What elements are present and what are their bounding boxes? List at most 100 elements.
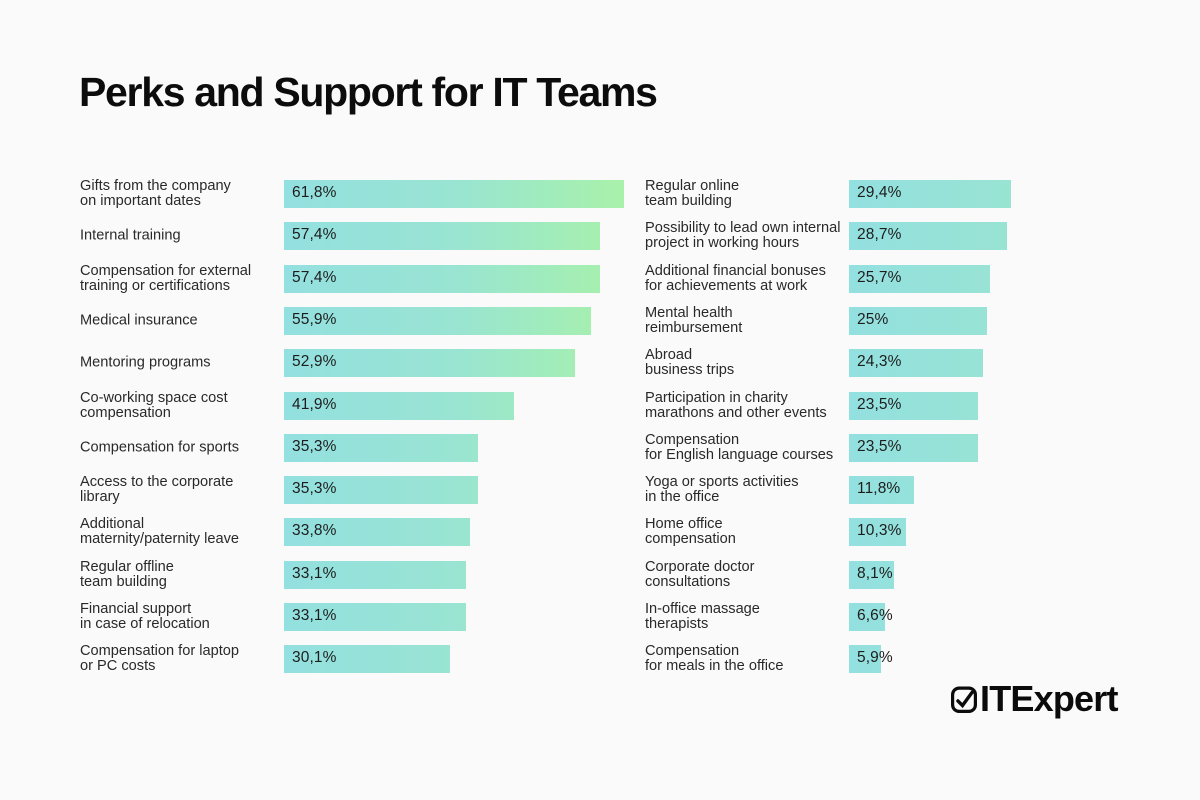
- bar: 33,1%: [284, 603, 467, 631]
- chart-column-right: Regular online team building 29,4% Possibi…: [645, 178, 1195, 680]
- bar-value: 5,9%: [857, 649, 893, 667]
- bar-value: 61,8%: [292, 184, 337, 201]
- bar: 11,8%: [849, 476, 914, 505]
- bar-label: Possibility to lead own internal project…: [645, 220, 841, 252]
- chart-row: Mental health reimbursement 25%: [645, 304, 1195, 336]
- bar-label: Home office compensation: [645, 516, 736, 548]
- bar-value: 11,8%: [857, 480, 901, 498]
- chart-row: Corporate doctor consultations 8,1%: [645, 559, 1195, 589]
- bar-value: 55,9%: [292, 310, 337, 328]
- bar: 61,8%: [284, 180, 624, 208]
- bar-label: Financial support in case of relocation: [80, 601, 210, 632]
- chart-row: Regular offline team building 33,1%: [80, 558, 630, 590]
- bar: 57,4%: [284, 222, 600, 251]
- chart-row: Yoga or sports activities in the office 1…: [645, 474, 1195, 506]
- bar: 25,7%: [849, 264, 991, 293]
- chart-row: Co-working space cost compensation 41,9%: [80, 389, 630, 421]
- chart-row: Compensation for meals in the office 5,9%: [645, 643, 1195, 675]
- bar-value: 30,1%: [292, 649, 337, 667]
- bar-value: 25%: [857, 310, 889, 328]
- bar: 55,9%: [284, 306, 592, 335]
- logo-text: ITExpert: [980, 678, 1118, 719]
- chart-row: Financial support in case of relocation 3…: [80, 601, 630, 632]
- bar-label: Participation in charity marathons and o…: [645, 389, 827, 421]
- bar-label: Additional financial bonuses for achieve…: [645, 262, 826, 294]
- bar: 23,5%: [849, 433, 979, 462]
- bar-label: Gifts from the company on important date…: [80, 178, 231, 209]
- bar: 8,1%: [849, 560, 894, 589]
- bar-label: Compensation for sports: [80, 439, 239, 456]
- bar: 10,3%: [849, 518, 906, 547]
- bar-label: Compensation for laptop or PC costs: [80, 643, 240, 675]
- checkbox-check-icon: [951, 685, 977, 713]
- bar: 29,4%: [849, 180, 1011, 208]
- bar-value: 33,8%: [292, 522, 337, 540]
- chart-row: Mentoring programs 52,9%: [80, 349, 630, 378]
- bar-value: 8,1%: [857, 564, 893, 582]
- bar-value: 33,1%: [292, 564, 337, 582]
- chart-row: Access to the corporate library 35,3%: [80, 474, 630, 506]
- bar-value: 25,7%: [857, 268, 902, 286]
- bar: 35,3%: [284, 433, 479, 462]
- bar-label: Internal training: [80, 227, 181, 244]
- chart-row: Regular online team building 29,4%: [645, 178, 1195, 209]
- bar-value: 35,3%: [292, 437, 337, 455]
- chart-column-left: Gifts from the company on important date…: [80, 178, 630, 680]
- bar: 6,6%: [849, 603, 893, 631]
- chart-row: Possibility to lead own internal project…: [645, 220, 1195, 252]
- bar-value: 33,1%: [292, 607, 337, 624]
- bar-label: Mental health reimbursement: [645, 304, 743, 336]
- chart-row: Additional financial bonuses for achieve…: [645, 262, 1195, 294]
- chart-row: Internal training 57,4%: [80, 222, 630, 251]
- bar-value: 10,3%: [857, 522, 902, 540]
- chart-row: Medical insurance 55,9%: [80, 306, 630, 335]
- bar-label: Regular offline team building: [80, 558, 174, 590]
- bar: 30,1%: [284, 645, 450, 674]
- bar-label: Mentoring programs: [80, 354, 211, 371]
- bar-label: Co-working space cost compensation: [80, 389, 228, 421]
- bar-label: Compensation for meals in the office: [645, 643, 784, 675]
- bar: 23,5%: [849, 391, 979, 420]
- chart-row: Gifts from the company on important date…: [80, 178, 630, 209]
- bar: 33,8%: [284, 518, 470, 547]
- bar-value: 24,3%: [857, 353, 902, 371]
- bar-value: 35,3%: [292, 480, 337, 498]
- bar: 33,1%: [284, 560, 467, 589]
- bar-label: Yoga or sports activities in the office: [645, 474, 799, 506]
- bar-label: Regular online team building: [645, 178, 740, 209]
- chart-row: Abroad business trips 24,3%: [645, 347, 1195, 379]
- bar-value: 41,9%: [292, 395, 337, 413]
- chart-row: Compensation for external training or ce…: [80, 262, 630, 294]
- bar-label: Abroad business trips: [645, 347, 735, 379]
- chart-row: Compensation for laptop or PC costs 30,1%: [80, 643, 630, 675]
- chart-row: Participation in charity marathons and o…: [645, 389, 1195, 421]
- bar: 52,9%: [284, 349, 575, 378]
- bar: 35,3%: [284, 476, 479, 505]
- bar-value: 23,5%: [857, 395, 902, 413]
- bar-value: 6,6%: [857, 607, 893, 624]
- bar-label: In-office massage therapists: [645, 601, 760, 632]
- chart-row: Additional maternity/paternity leave 33,8…: [80, 516, 630, 548]
- bar-value: 28,7%: [857, 226, 902, 244]
- bar-label: Compensation for external training or ce…: [80, 262, 252, 294]
- bar-value: 52,9%: [292, 353, 337, 371]
- bar-label: Medical insurance: [80, 312, 198, 329]
- chart-row: Home office compensation 10,3%: [645, 516, 1195, 548]
- bar: 41,9%: [284, 391, 515, 420]
- chart-row: In-office massage therapists 6,6%: [645, 601, 1195, 632]
- chart-row: Compensation for sports 35,3%: [80, 433, 630, 462]
- bar-value: 57,4%: [292, 268, 337, 286]
- bar: 28,7%: [849, 222, 1007, 251]
- bar-value: 23,5%: [857, 437, 902, 455]
- bar-label: Additional maternity/paternity leave: [80, 516, 239, 548]
- bar: 25%: [849, 306, 987, 335]
- bar-value: 57,4%: [292, 226, 337, 244]
- bar: 57,4%: [284, 264, 600, 293]
- bar-label: Access to the corporate library: [80, 474, 234, 506]
- bar: 24,3%: [849, 349, 983, 378]
- chart-row: Compensation for English language course…: [645, 431, 1195, 463]
- bar-value: 29,4%: [857, 184, 902, 201]
- page-title: Perks and Support for IT Teams: [79, 69, 658, 115]
- bar-label: Compensation for English language course…: [645, 431, 834, 463]
